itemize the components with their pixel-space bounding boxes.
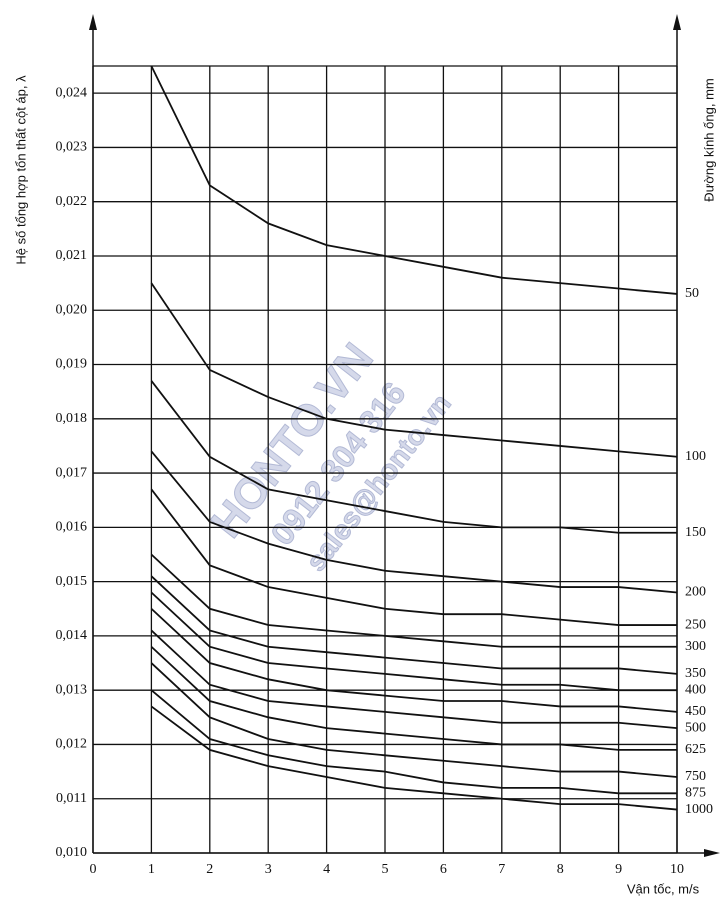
x-tick-label: 8: [557, 862, 564, 877]
series-label: 400: [685, 682, 706, 697]
series-label: 875: [685, 786, 706, 801]
series-label: 750: [685, 769, 706, 784]
series-label: 150: [685, 525, 706, 540]
y-arrow: [89, 14, 97, 30]
curve: [150, 488, 677, 626]
y-tick-label: 0,015: [56, 574, 88, 589]
x-tick-label: 7: [498, 862, 505, 877]
series-label: 250: [685, 617, 706, 632]
x-tick-label: 3: [265, 862, 272, 877]
series-label: 100: [685, 449, 706, 464]
watermark: HONTO.VN 0912 304 316 sales@honto.vn: [201, 334, 457, 578]
curve: [150, 705, 678, 811]
y-tick-label: 0,013: [56, 682, 88, 697]
series-label: 50: [685, 286, 699, 301]
series-label: 625: [685, 742, 706, 757]
curve: [150, 553, 677, 648]
y-tick-label: 0,022: [56, 194, 88, 209]
y2-title: Đường kính ống, mm: [701, 78, 716, 201]
curve: [150, 575, 678, 675]
y2-arrow: [673, 14, 681, 30]
y-tick-label: 0,023: [56, 140, 88, 155]
curve: [150, 608, 678, 713]
x-tick-label: 4: [323, 862, 330, 877]
y-tick-label: 0,020: [56, 302, 88, 317]
series-label: 500: [685, 720, 706, 735]
curve: [150, 629, 678, 730]
series-label: 350: [685, 666, 706, 681]
curve: [150, 450, 678, 594]
y-tick-label: 0,018: [56, 411, 88, 426]
y-tick-label: 0,016: [56, 520, 88, 535]
x-tick-label: 10: [670, 862, 684, 877]
x-tick-label: 6: [440, 862, 447, 877]
series-label: 300: [685, 639, 706, 654]
y-title: Hệ số tổng hợp tổn thất cột áp, λ: [13, 75, 28, 265]
curve: [150, 65, 678, 295]
curve: [150, 380, 677, 534]
y-tick-label: 0,011: [56, 791, 87, 806]
y-tick-label: 0,010: [56, 845, 88, 860]
curve: [150, 689, 677, 795]
curve: [150, 282, 678, 458]
x-title: Vận tốc, m/s: [627, 881, 700, 896]
curve: [150, 591, 677, 692]
y-tick-label: 0,021: [56, 248, 88, 263]
y-tick-label: 0,019: [56, 357, 88, 372]
x-tick-label: 5: [382, 862, 389, 877]
x-tick-label: 9: [615, 862, 622, 877]
series-label: 200: [685, 585, 706, 600]
x-arrow: [704, 849, 720, 857]
x-tick-label: 2: [206, 862, 213, 877]
x-tick-label: 0: [90, 862, 97, 877]
series-label: 450: [685, 704, 706, 719]
x-tick-label: 1: [148, 862, 155, 877]
y-tick-label: 0,012: [56, 737, 88, 752]
curve: [150, 662, 678, 778]
y-tick-label: 0,014: [56, 628, 88, 643]
y-tick-label: 0,017: [56, 465, 88, 480]
curve: [150, 646, 677, 751]
series-label: 1000: [685, 802, 713, 817]
y-tick-label: 0,024: [56, 85, 88, 100]
